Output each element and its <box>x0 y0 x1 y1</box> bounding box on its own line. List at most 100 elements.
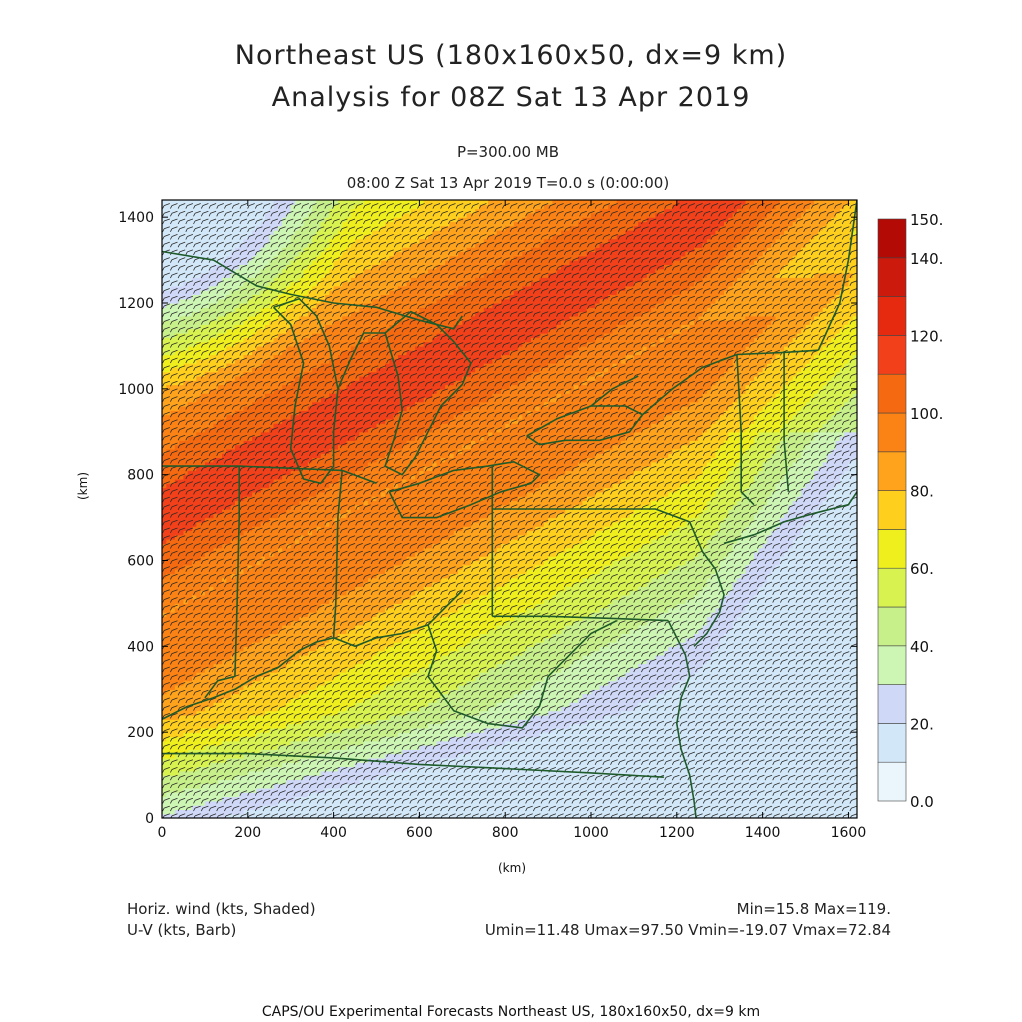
shade-cell <box>188 646 193 651</box>
shade-cell <box>235 367 240 372</box>
shade-cell <box>179 801 184 806</box>
shade-cell <box>166 402 171 407</box>
shade-cell <box>235 415 240 420</box>
shade-cell <box>183 419 188 424</box>
shade-cell <box>244 788 249 793</box>
shade-cell <box>188 578 193 583</box>
shade-cell <box>244 651 249 656</box>
shade-cell <box>192 779 197 784</box>
shade-cell <box>196 685 201 690</box>
shade-cell <box>218 530 223 535</box>
shade-cell <box>261 689 266 694</box>
shade-cell <box>256 346 261 351</box>
shade-cell <box>261 303 266 308</box>
shade-cell <box>244 689 249 694</box>
shade-cell <box>209 500 214 505</box>
shade-cell <box>226 522 231 527</box>
shade-cell <box>265 655 270 660</box>
shade-cell <box>226 492 231 497</box>
shade-cell <box>244 496 249 501</box>
shade-cell <box>183 535 188 540</box>
shade-cell <box>166 651 171 656</box>
shade-cell <box>256 299 261 304</box>
shade-cell <box>188 406 193 411</box>
shade-cell <box>218 230 223 235</box>
shade-cell <box>183 440 188 445</box>
shade-cell <box>235 290 240 295</box>
shade-cell <box>265 252 270 257</box>
shade-cell <box>188 655 193 660</box>
shade-cell <box>235 299 240 304</box>
shade-cell <box>162 200 167 205</box>
shade-cell <box>222 535 227 540</box>
shade-cell <box>265 221 270 226</box>
shade-cell <box>261 767 266 772</box>
shade-cell <box>265 715 270 720</box>
shade-cell <box>239 539 244 544</box>
shade-cell <box>218 724 223 729</box>
shade-cell <box>235 260 240 265</box>
shade-cell <box>205 728 210 733</box>
shade-cell <box>188 599 193 604</box>
shade-cell <box>166 445 171 450</box>
shade-cell <box>261 264 266 269</box>
shade-cell <box>218 337 223 342</box>
shade-cell <box>218 299 223 304</box>
shade-cell <box>183 612 188 617</box>
shade-cell <box>231 470 236 475</box>
shade-cell <box>235 445 240 450</box>
shade-cell <box>222 363 227 368</box>
shade-cell <box>209 346 214 351</box>
shade-cell <box>196 453 201 458</box>
shade-cell <box>235 221 240 226</box>
shade-cell <box>235 213 240 218</box>
shade-cell <box>205 380 210 385</box>
shade-cell <box>218 213 223 218</box>
shade-cell <box>265 569 270 574</box>
shade-cell <box>192 470 197 475</box>
shade-cell <box>192 548 197 553</box>
shade-cell <box>269 741 274 746</box>
shade-cell <box>244 342 249 347</box>
shade-cell <box>265 694 270 699</box>
shade-cell <box>196 376 201 381</box>
shade-cell <box>256 500 261 505</box>
shade-cell <box>209 655 214 660</box>
shade-cell <box>188 483 193 488</box>
shade-cell <box>265 329 270 334</box>
shade-cell <box>166 694 171 699</box>
shade-cell <box>196 483 201 488</box>
shade-cell <box>166 496 171 501</box>
shade-cell <box>265 376 270 381</box>
shade-cell <box>231 548 236 553</box>
shade-cell <box>201 230 206 235</box>
shade-cell <box>265 646 270 651</box>
shade-cell <box>205 264 210 269</box>
shade-cell <box>192 200 197 205</box>
shade-cell <box>256 522 261 527</box>
shade-cell <box>218 762 223 767</box>
shade-cell <box>183 672 188 677</box>
shade-cell <box>188 415 193 420</box>
shade-cell <box>188 685 193 690</box>
shade-cell <box>188 367 193 372</box>
shade-cell <box>226 599 231 604</box>
shade-cell <box>183 767 188 772</box>
shade-cell <box>205 402 210 407</box>
shade-cell <box>209 809 214 814</box>
shade-cell <box>256 762 261 767</box>
shade-cell <box>226 655 231 660</box>
shade-cell <box>179 724 184 729</box>
shade-cell <box>265 307 270 312</box>
shade-cell <box>205 805 210 810</box>
shade-cell <box>226 385 231 390</box>
shade-cell <box>226 423 231 428</box>
shade-cell <box>166 539 171 544</box>
shade-cell <box>244 767 249 772</box>
shade-cell <box>256 337 261 342</box>
shade-cell <box>231 509 236 514</box>
shade-cell <box>269 603 274 608</box>
shade-cell <box>222 303 227 308</box>
shade-cell <box>226 367 231 372</box>
shade-cell <box>265 500 270 505</box>
